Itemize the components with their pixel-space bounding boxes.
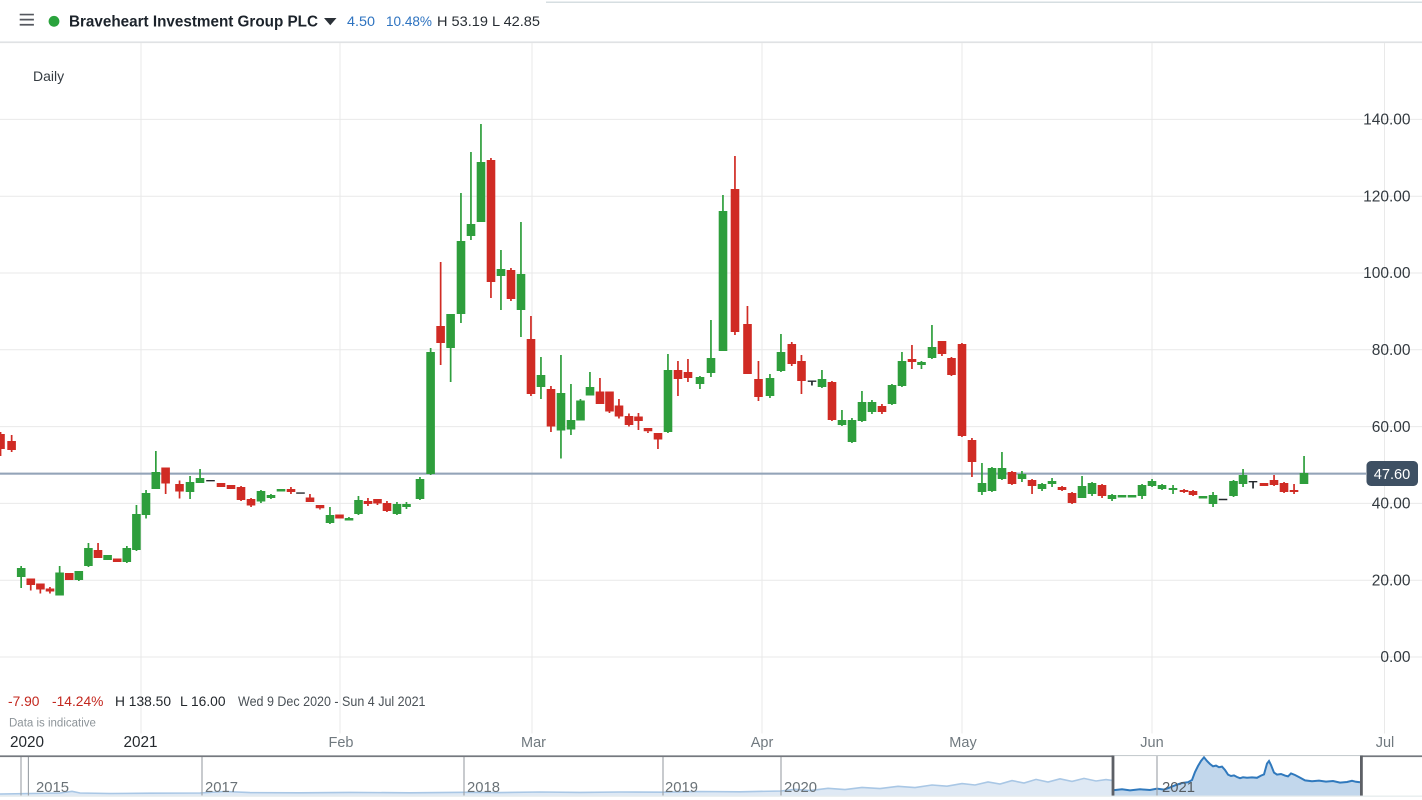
svg-text:Daily: Daily (33, 68, 64, 84)
svg-text:40.00: 40.00 (1372, 496, 1411, 513)
svg-text:2019: 2019 (665, 780, 698, 796)
svg-text:Wed 9 Dec 2020 - Sun 4 Jul 202: Wed 9 Dec 2020 - Sun 4 Jul 2021 (238, 694, 426, 709)
svg-text:2021: 2021 (1162, 780, 1195, 796)
svg-text:2020: 2020 (10, 734, 44, 751)
svg-text:47.60: 47.60 (1374, 467, 1411, 483)
svg-text:Feb: Feb (329, 735, 354, 751)
svg-text:2018: 2018 (467, 780, 500, 796)
svg-text:Data is indicative: Data is indicative (9, 718, 96, 730)
svg-text:-7.90: -7.90 (8, 694, 40, 709)
svg-text:120.00: 120.00 (1363, 188, 1411, 205)
svg-text:May: May (949, 735, 977, 751)
svg-text:10.48%: 10.48% (386, 14, 432, 30)
svg-text:2017: 2017 (205, 780, 238, 796)
svg-text:80.00: 80.00 (1372, 342, 1411, 359)
svg-text:H 138.50: H 138.50 (115, 694, 171, 709)
svg-text:L 16.00: L 16.00 (180, 694, 226, 709)
svg-text:Jul: Jul (1376, 735, 1395, 751)
svg-text:2020: 2020 (784, 780, 817, 796)
svg-text:2015: 2015 (36, 780, 69, 796)
svg-text:2021: 2021 (124, 734, 158, 751)
svg-text:100.00: 100.00 (1363, 265, 1411, 282)
svg-text:140.00: 140.00 (1363, 112, 1411, 129)
svg-text:4.50: 4.50 (347, 14, 375, 30)
svg-text:0.00: 0.00 (1380, 649, 1411, 666)
svg-text:20.00: 20.00 (1372, 572, 1411, 589)
svg-text:Jun: Jun (1140, 735, 1163, 751)
svg-text:60.00: 60.00 (1372, 419, 1411, 436)
svg-text:Mar: Mar (521, 735, 546, 751)
svg-text:Braveheart Investment Group PL: Braveheart Investment Group PLC (69, 13, 318, 30)
svg-text:Apr: Apr (751, 735, 774, 751)
svg-text:-14.24%: -14.24% (52, 694, 103, 709)
svg-text:H 53.19 L 42.85: H 53.19 L 42.85 (437, 14, 540, 30)
